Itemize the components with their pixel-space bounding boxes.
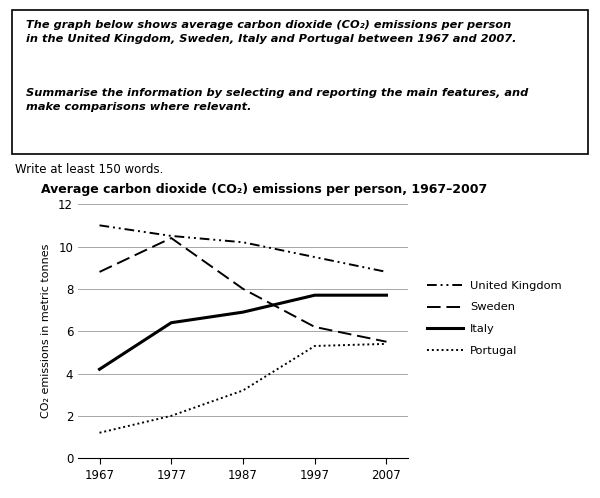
- Y-axis label: CO₂ emissions in metric tonnes: CO₂ emissions in metric tonnes: [41, 244, 51, 418]
- Text: The graph below shows average carbon dioxide (CO₂) emissions per person
in the U: The graph below shows average carbon dio…: [26, 20, 517, 44]
- Text: Average carbon dioxide (CO₂) emissions per person, 1967–2007: Average carbon dioxide (CO₂) emissions p…: [41, 183, 487, 196]
- FancyBboxPatch shape: [12, 10, 588, 154]
- Text: Summarise the information by selecting and reporting the main features, and
make: Summarise the information by selecting a…: [26, 88, 529, 113]
- Text: Write at least 150 words.: Write at least 150 words.: [15, 163, 163, 176]
- Legend: United Kingdom, Sweden, Italy, Portugal: United Kingdom, Sweden, Italy, Portugal: [427, 280, 562, 357]
